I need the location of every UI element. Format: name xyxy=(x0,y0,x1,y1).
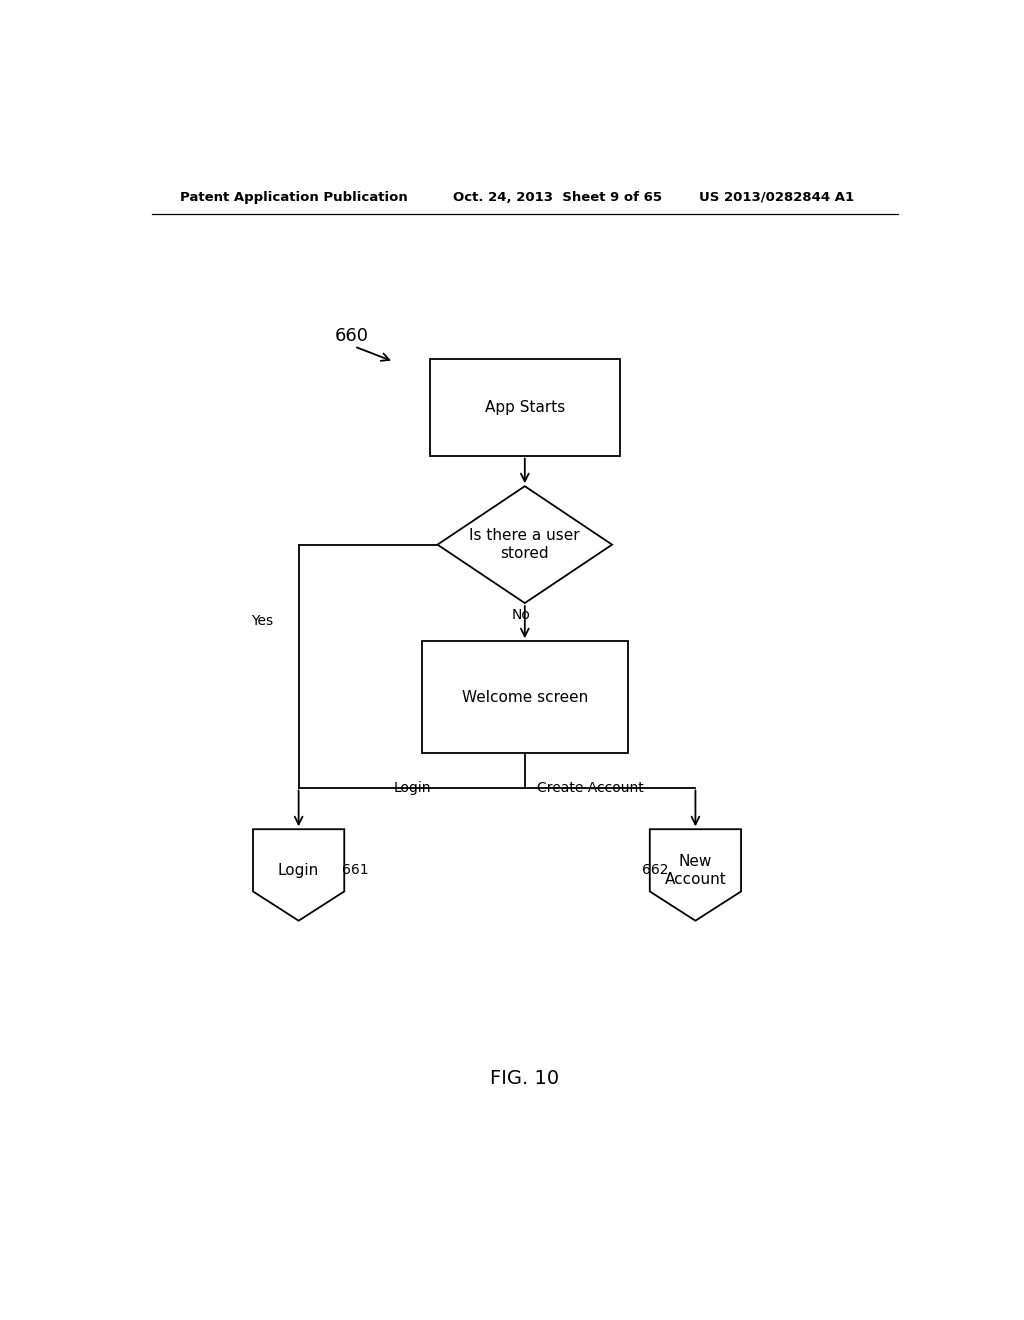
Text: Oct. 24, 2013  Sheet 9 of 65: Oct. 24, 2013 Sheet 9 of 65 xyxy=(454,190,663,203)
Polygon shape xyxy=(253,829,344,921)
Text: Login: Login xyxy=(393,780,431,795)
Text: Welcome screen: Welcome screen xyxy=(462,689,588,705)
Text: App Starts: App Starts xyxy=(484,400,565,414)
Polygon shape xyxy=(437,486,612,603)
Text: Create Account: Create Account xyxy=(538,780,644,795)
Text: 660: 660 xyxy=(334,327,369,346)
Text: No: No xyxy=(511,607,530,622)
FancyBboxPatch shape xyxy=(422,642,628,752)
Text: New
Account: New Account xyxy=(665,854,726,887)
Text: Yes: Yes xyxy=(251,614,273,628)
Text: Login: Login xyxy=(278,863,319,878)
Text: Is there a user
stored: Is there a user stored xyxy=(469,528,581,561)
Text: US 2013/0282844 A1: US 2013/0282844 A1 xyxy=(699,190,854,203)
FancyBboxPatch shape xyxy=(430,359,620,455)
Text: 662: 662 xyxy=(642,863,669,876)
Text: 661: 661 xyxy=(342,863,369,876)
Text: Patent Application Publication: Patent Application Publication xyxy=(179,190,408,203)
Text: FIG. 10: FIG. 10 xyxy=(490,1069,559,1088)
Polygon shape xyxy=(650,829,741,921)
